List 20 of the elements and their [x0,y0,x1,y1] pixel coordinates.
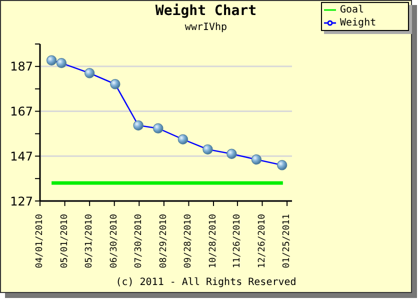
x-tick-label: 08/29/2010 [158,214,169,268]
x-tick-label: 11/26/2010 [232,214,242,268]
chart-title: Weight Chart [155,3,257,19]
legend-label: Goal [340,4,364,16]
x-tick-label: 06/30/2010 [109,214,120,268]
y-tick-label: 127 [10,194,33,208]
legend-label: Weight [340,17,376,28]
x-tick-label: 12/26/2010 [257,214,268,268]
x-tick-label: 07/30/2010 [134,214,144,268]
x-tick-label: 10/28/2010 [208,214,219,268]
chart-subtitle: wwrIVhp [184,22,228,33]
x-tick-label: 05/31/2010 [84,214,95,268]
y-tick-label: 147 [10,149,33,164]
y-tick-label: 167 [10,104,33,119]
x-tick-label: 05/01/2010 [60,214,70,268]
x-tick-label: 01/25/2011 [282,214,292,268]
x-tick-label: 09/28/2010 [184,214,194,268]
text: (c) 2011 - All Rights Reserved [114,277,298,288]
y-tick-label: 187 [10,60,33,74]
x-tick-label: 04/01/2010 [35,214,45,268]
